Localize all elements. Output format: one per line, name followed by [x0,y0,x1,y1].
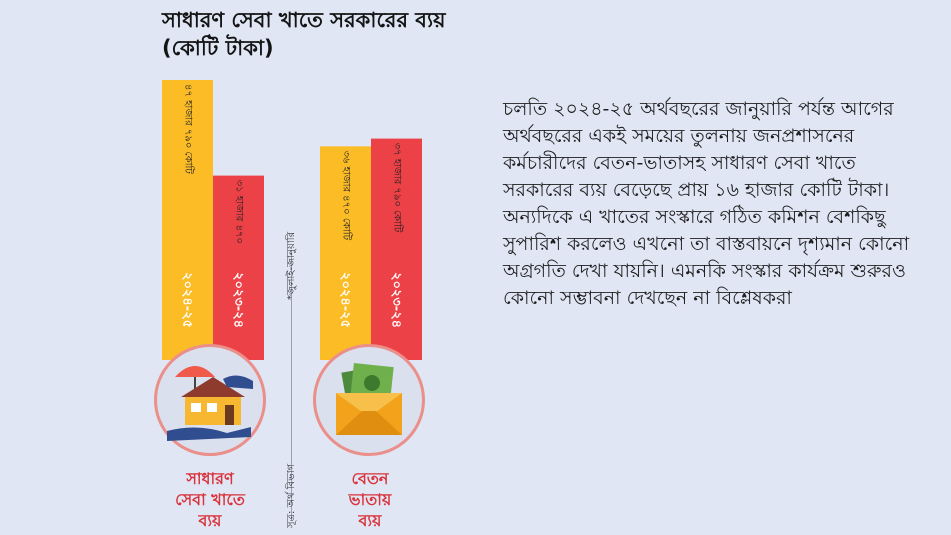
bar-value-label: ৩৬ হাজার ৪৭০ কোটি [341,150,354,240]
period-note: *জুলাই-জানুয়ারি [286,231,297,300]
bar-year-label: ২০২৪-২৫ [180,272,195,328]
source-note: সূত্র: অর্থ বিভাগ [286,463,297,528]
label-salary-allowance: বেতন ভাতায় ব্যয় [348,469,392,530]
chart-title: সাধারণ সেবা খাতে সরকারের ব্যয় (কোটি টাক… [162,8,446,60]
article-paragraph: চলতি ২০২৪-২৫ অর্থবছরের জানুয়ারি পর্যন্ত… [503,98,910,309]
bar-salary-2023-24 [371,138,422,360]
money-envelope-icon [313,344,425,456]
house-hand-umbrella-icon [154,344,266,456]
bar-year-label: ২০২৩-২৪ [389,272,404,328]
bar-value-label: ৩৭ হাজার ৭৯০ কোটি [392,143,405,233]
bar-year-label: ২০২৩-২৪ [231,272,246,328]
divider-line [291,250,292,520]
bar-salary-2024-25 [320,146,371,360]
bar-year-label: ২০২৪-২৫ [338,272,353,328]
bar-value-label: ৪৭ হাজার ৭৯০ কোটি [183,84,196,174]
label-general-services: সাধারণ সেবা খাতে ব্যয় [175,469,245,530]
bar-general-2023-24 [213,175,264,360]
bar-general-2024-25 [162,80,213,360]
bar-value-label: ৩১ হাজার ৪৭০ [234,180,245,244]
